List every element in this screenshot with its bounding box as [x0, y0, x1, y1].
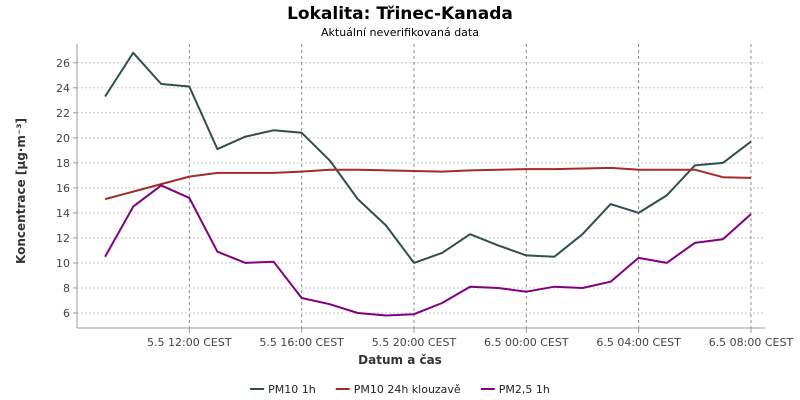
chart-title: Lokalita: Třinec-Kanada [287, 4, 513, 24]
legend-item: PM2,5 1h [480, 383, 550, 396]
x-tick-label: 5.5 20:00 CEST [372, 336, 457, 349]
y-tick-label: 12 [56, 232, 70, 245]
y-tick-label: 16 [56, 182, 70, 195]
y-tick-label: 22 [56, 107, 70, 120]
y-tick-label: 18 [56, 157, 70, 170]
x-tick-label: 5.5 16:00 CEST [259, 336, 344, 349]
plot-area: 6 8 10 12 14 16 18 20 22 24 26 5.5 12:00 CEST 5.5 16… [56, 44, 793, 349]
y-axis-label: Koncentrace [µg·m⁻³] [14, 118, 28, 264]
series-line-1 [104, 166, 752, 201]
y-tick-label: 14 [56, 207, 70, 220]
y-tick-label: 24 [56, 82, 70, 95]
y-tick-label: 8 [63, 282, 70, 295]
legend-label: PM2,5 1h [499, 383, 550, 396]
legend: PM10 1h PM10 24h klouzavě PM2,5 1h [250, 383, 550, 396]
y-tick-label: 20 [56, 132, 70, 145]
legend-label: PM10 24h klouzavě [354, 383, 461, 396]
x-tick-label: 6.5 04:00 CEST [596, 336, 681, 349]
chart-subtitle: Aktuální neverifikovaná data [321, 26, 479, 39]
x-axis-label: Datum a čas [358, 353, 442, 367]
x-tick-label: 5.5 12:00 CEST [147, 336, 232, 349]
legend-item: PM10 24h klouzavě [335, 383, 461, 396]
x-tick-label: 6.5 08:00 CEST [709, 336, 794, 349]
legend-label: PM10 1h [268, 383, 316, 396]
x-tick-label: 6.5 00:00 CEST [484, 336, 569, 349]
y-tick-label: 26 [56, 57, 70, 70]
y-tick-label: 10 [56, 257, 70, 270]
series-line-2 [104, 184, 752, 317]
legend-item: PM10 1h [250, 383, 316, 396]
series-line-0 [104, 51, 752, 264]
y-tick-label: 6 [63, 307, 70, 320]
